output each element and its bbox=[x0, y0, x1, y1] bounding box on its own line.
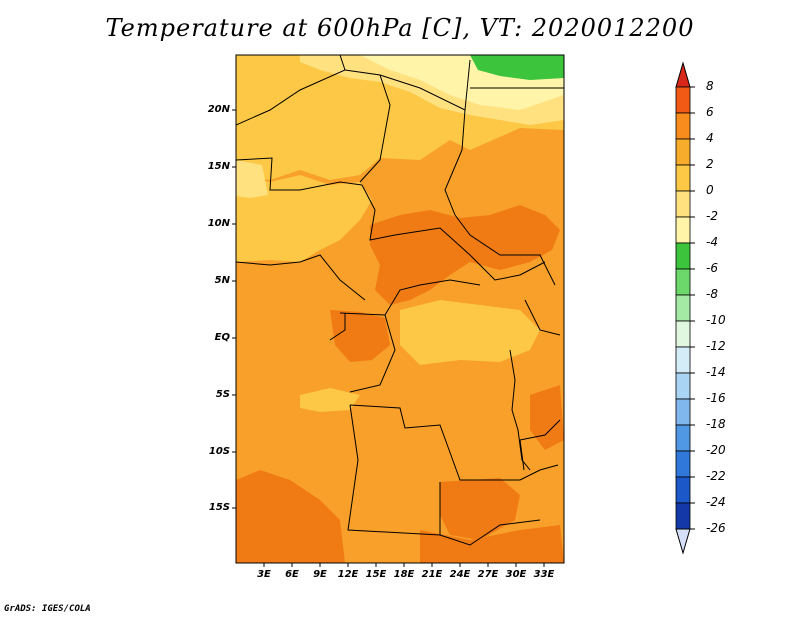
map-title: Temperature at 600hPa [C], VT: 202001220… bbox=[105, 14, 695, 42]
border-line bbox=[349, 314, 396, 393]
colorbar-swatch bbox=[675, 346, 691, 374]
border-line bbox=[519, 419, 561, 441]
lon-label: 24E bbox=[449, 569, 471, 580]
hot-region bbox=[370, 205, 560, 305]
lat-label: 10S bbox=[208, 446, 230, 457]
mild-region bbox=[236, 175, 372, 262]
colorbar-label: 0 bbox=[706, 183, 714, 197]
border-line bbox=[344, 69, 391, 183]
hot-region bbox=[530, 385, 564, 450]
colorbar-swatch bbox=[675, 268, 691, 296]
lon-label: 21E bbox=[421, 569, 443, 580]
colorbar-label: -12 bbox=[706, 339, 726, 353]
border-line bbox=[349, 404, 520, 481]
colorbar-label: -6 bbox=[706, 261, 718, 275]
lon-label: 9E bbox=[313, 569, 327, 580]
map-frame bbox=[235, 54, 565, 564]
colorbar-label: -24 bbox=[706, 495, 726, 509]
lat-ticks bbox=[232, 109, 236, 509]
colorbar-label: -16 bbox=[706, 391, 726, 405]
mild-region bbox=[300, 388, 360, 412]
border-line bbox=[454, 214, 556, 286]
lat-label: 15S bbox=[208, 502, 230, 513]
country-borders bbox=[236, 55, 564, 546]
colorbar-label: -26 bbox=[706, 521, 726, 535]
colorbar-label: -10 bbox=[706, 313, 726, 327]
border-line bbox=[236, 55, 346, 126]
lat-label: 5S bbox=[215, 389, 230, 400]
lake-shore bbox=[519, 439, 525, 471]
colorbar-label: -20 bbox=[706, 443, 726, 457]
hot-region bbox=[236, 470, 345, 563]
colorbar-label: -14 bbox=[706, 365, 726, 379]
colorbar-swatch bbox=[675, 424, 691, 452]
colorbar-label: 6 bbox=[706, 105, 714, 119]
colorbar-swatch bbox=[675, 138, 691, 166]
colorbar-label: -2 bbox=[706, 209, 718, 223]
border-line bbox=[519, 464, 559, 481]
colorbar-over-arrow bbox=[675, 61, 691, 88]
colorbar-label: -8 bbox=[706, 287, 718, 301]
colorbar-swatch bbox=[675, 294, 691, 322]
lon-label: 15E bbox=[365, 569, 387, 580]
colorbar-label: -22 bbox=[706, 469, 726, 483]
lon-label: 3E bbox=[257, 569, 271, 580]
colorbar-swatch bbox=[675, 398, 691, 426]
lat-label: 10N bbox=[207, 218, 230, 229]
credit-text: GrADS: IGES/COLA bbox=[4, 604, 91, 614]
border-line bbox=[236, 157, 363, 191]
border-line bbox=[361, 184, 546, 281]
colorbar-label: 4 bbox=[706, 131, 714, 145]
colorbar-label: -18 bbox=[706, 417, 726, 431]
mild-region bbox=[400, 300, 540, 365]
colorbar-label: 2 bbox=[706, 157, 714, 171]
colorbar-label: -4 bbox=[706, 235, 718, 249]
colorbar-swatch bbox=[675, 320, 691, 348]
lon-label: 18E bbox=[393, 569, 415, 580]
lon-label: 6E bbox=[285, 569, 299, 580]
border-line bbox=[444, 109, 466, 216]
colorbar-under-arrow bbox=[675, 528, 691, 555]
hot-region bbox=[420, 525, 564, 563]
lat-label: 5N bbox=[214, 275, 230, 286]
border-line bbox=[236, 254, 366, 301]
colorbar-swatch bbox=[675, 502, 691, 530]
lake-shore bbox=[511, 409, 531, 471]
colorbar-swatch bbox=[675, 112, 691, 140]
lon-label: 12E bbox=[337, 569, 359, 580]
lon-label: 33E bbox=[533, 569, 555, 580]
border-line bbox=[379, 59, 471, 111]
border-line bbox=[339, 279, 481, 316]
colorbar-swatch bbox=[675, 190, 691, 218]
lat-label: EQ bbox=[214, 332, 230, 343]
border-line bbox=[347, 404, 441, 536]
colorbar-label: 8 bbox=[706, 79, 714, 93]
colorbar-swatch bbox=[675, 476, 691, 504]
lon-label: 30E bbox=[505, 569, 527, 580]
border-line bbox=[439, 482, 541, 546]
colorbar bbox=[675, 61, 695, 555]
lat-label: 20N bbox=[207, 104, 230, 115]
colorbar-swatch bbox=[675, 216, 691, 244]
border-line bbox=[524, 299, 561, 336]
border-line bbox=[509, 349, 516, 411]
lat-label: 15N bbox=[207, 161, 230, 172]
lon-ticks bbox=[263, 563, 545, 567]
lon-label: 27E bbox=[477, 569, 499, 580]
colorbar-swatch bbox=[675, 372, 691, 400]
colorbar-swatch bbox=[675, 86, 691, 114]
temperature-field bbox=[236, 55, 564, 563]
border-line bbox=[329, 313, 346, 341]
colorbar-swatch bbox=[675, 242, 691, 270]
colorbar-swatch bbox=[675, 164, 691, 192]
colorbar-swatch bbox=[675, 450, 691, 478]
green-region bbox=[470, 55, 564, 80]
cool-region bbox=[236, 160, 268, 198]
